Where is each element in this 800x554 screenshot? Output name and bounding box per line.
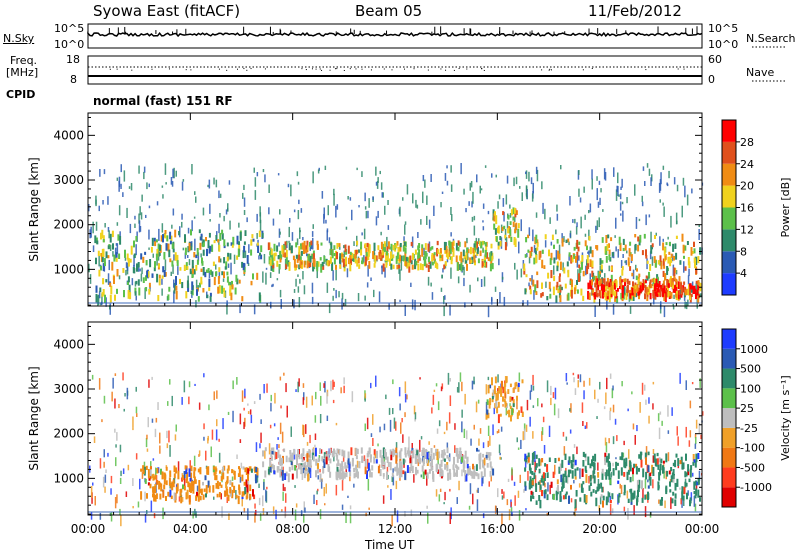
colorbar-tick-label: 1000: [740, 343, 768, 356]
sky-panel-frame: [87, 23, 703, 49]
velocity-colorbar: 1000 500 100 25 -25 -100 -500 -1000 Velocity [m …: [721, 328, 792, 508]
colorbar-swatch: [722, 185, 736, 208]
colorbar-swatch: [722, 467, 736, 488]
cpid-mode: normal (fast) 151 RF: [93, 94, 233, 108]
y-tick-label: 3000: [53, 382, 84, 396]
date-title: 11/Feb/2012: [588, 2, 682, 20]
nave-tick-bottom: 0: [708, 73, 715, 86]
colorbar-swatch: [722, 427, 736, 448]
freq-panel-frame: [87, 55, 703, 85]
colorbar-tick-label: -100: [740, 442, 765, 455]
y-tick-label: 4000: [53, 128, 84, 142]
colorbar-tick-label: 28: [740, 136, 754, 149]
y-axis-label: Slant Range [km]: [27, 366, 41, 470]
colorbar-tick-label: 16: [740, 202, 754, 215]
y-tick-label: 3000: [53, 173, 84, 187]
nave-tick-top: 60: [708, 53, 722, 66]
colorbar-tick-label: 25: [740, 402, 754, 415]
x-tick-label: 16:00: [480, 522, 515, 536]
colorbar-swatch: [722, 329, 736, 349]
colorbar-swatch: [722, 141, 736, 164]
colorbar-swatch: [722, 487, 736, 507]
colorbar-label: Power [dB]: [779, 178, 792, 238]
colorbar-swatch: [722, 388, 736, 409]
x-tick-label: 12:00: [378, 522, 413, 536]
freq-label: Freq.: [10, 54, 38, 67]
y-tick-label: 2000: [53, 427, 84, 441]
sky-tick-bottom-right: 10^0: [708, 38, 739, 51]
time-axis: 00:00 04:00 08:00 12:00 16:00 20:00 00:00: [71, 522, 720, 536]
colorbar-swatch: [722, 348, 736, 369]
colorbar-swatch: [722, 251, 736, 274]
colorbar-swatch: [722, 229, 736, 252]
colorbar-tick-label: 4: [740, 267, 747, 280]
colorbar-swatch: [722, 120, 736, 142]
power-data: [88, 163, 704, 318]
cpid-label: CPID: [6, 88, 36, 101]
colorbar-tick-label: 8: [740, 245, 747, 258]
sky-tick-bottom-left: 10^0: [54, 38, 85, 51]
colorbar-swatch: [722, 447, 736, 468]
colorbar-tick-label: 20: [740, 180, 754, 193]
colorbar-swatch: [722, 273, 736, 295]
x-tick-label: 00:00: [71, 522, 106, 536]
power-axis: 1000 2000 3000 4000 Slant Range [km]: [27, 113, 703, 306]
freq-tick-bottom: 8: [70, 73, 77, 86]
freq-trace: [88, 66, 702, 77]
velocity-data: [88, 372, 704, 527]
colorbar-tick-label: -25: [740, 422, 758, 435]
x-tick-label: 00:00: [685, 522, 720, 536]
sky-tick-top-left: 10^5: [54, 22, 85, 35]
power-colorbar: 4 8 12 16 20 24 28 Power [dB]: [721, 119, 792, 296]
x-axis-label: Time UT: [365, 538, 415, 552]
freq-unit-label: [MHz]: [6, 66, 39, 79]
colorbar-tick-label: 500: [740, 363, 761, 376]
y-tick-label: 2000: [53, 218, 84, 232]
x-tick-label: 20:00: [582, 522, 617, 536]
colorbar-tick-label: 100: [740, 382, 761, 395]
colorbar-swatch: [722, 368, 736, 389]
colorbar-tick-label: 24: [740, 158, 754, 171]
colorbar-swatch: [722, 408, 736, 428]
colorbar-tick-label: 12: [740, 223, 754, 236]
nave-label: Nave: [746, 66, 775, 79]
sky-tick-top-right: 10^5: [708, 22, 739, 35]
colorbar-tick-label: -500: [740, 461, 765, 474]
station-title: Syowa East (fitACF): [93, 2, 241, 20]
y-axis-label: Slant Range [km]: [27, 157, 41, 261]
power-panel-frame: [87, 112, 703, 307]
x-tick-label: 04:00: [173, 522, 208, 536]
nsky-label: N.Sky: [3, 32, 35, 45]
velocity-axis: 1000 2000 3000 4000 Slant Range [km]: [27, 322, 703, 515]
freq-tick-top: 18: [66, 53, 80, 66]
beam-title: Beam 05: [355, 2, 423, 20]
colorbar-swatch: [722, 163, 736, 186]
colorbar-swatch: [722, 207, 736, 230]
colorbar-tick-label: -1000: [740, 481, 772, 494]
sky-trace: [87, 26, 703, 38]
y-tick-label: 1000: [53, 262, 84, 276]
y-tick-label: 1000: [53, 471, 84, 485]
nsearch-label: N.Search: [746, 32, 796, 45]
colorbar-label: Velocity [m s⁻¹]: [779, 375, 792, 460]
y-tick-label: 4000: [53, 337, 84, 351]
x-tick-label: 08:00: [275, 522, 310, 536]
